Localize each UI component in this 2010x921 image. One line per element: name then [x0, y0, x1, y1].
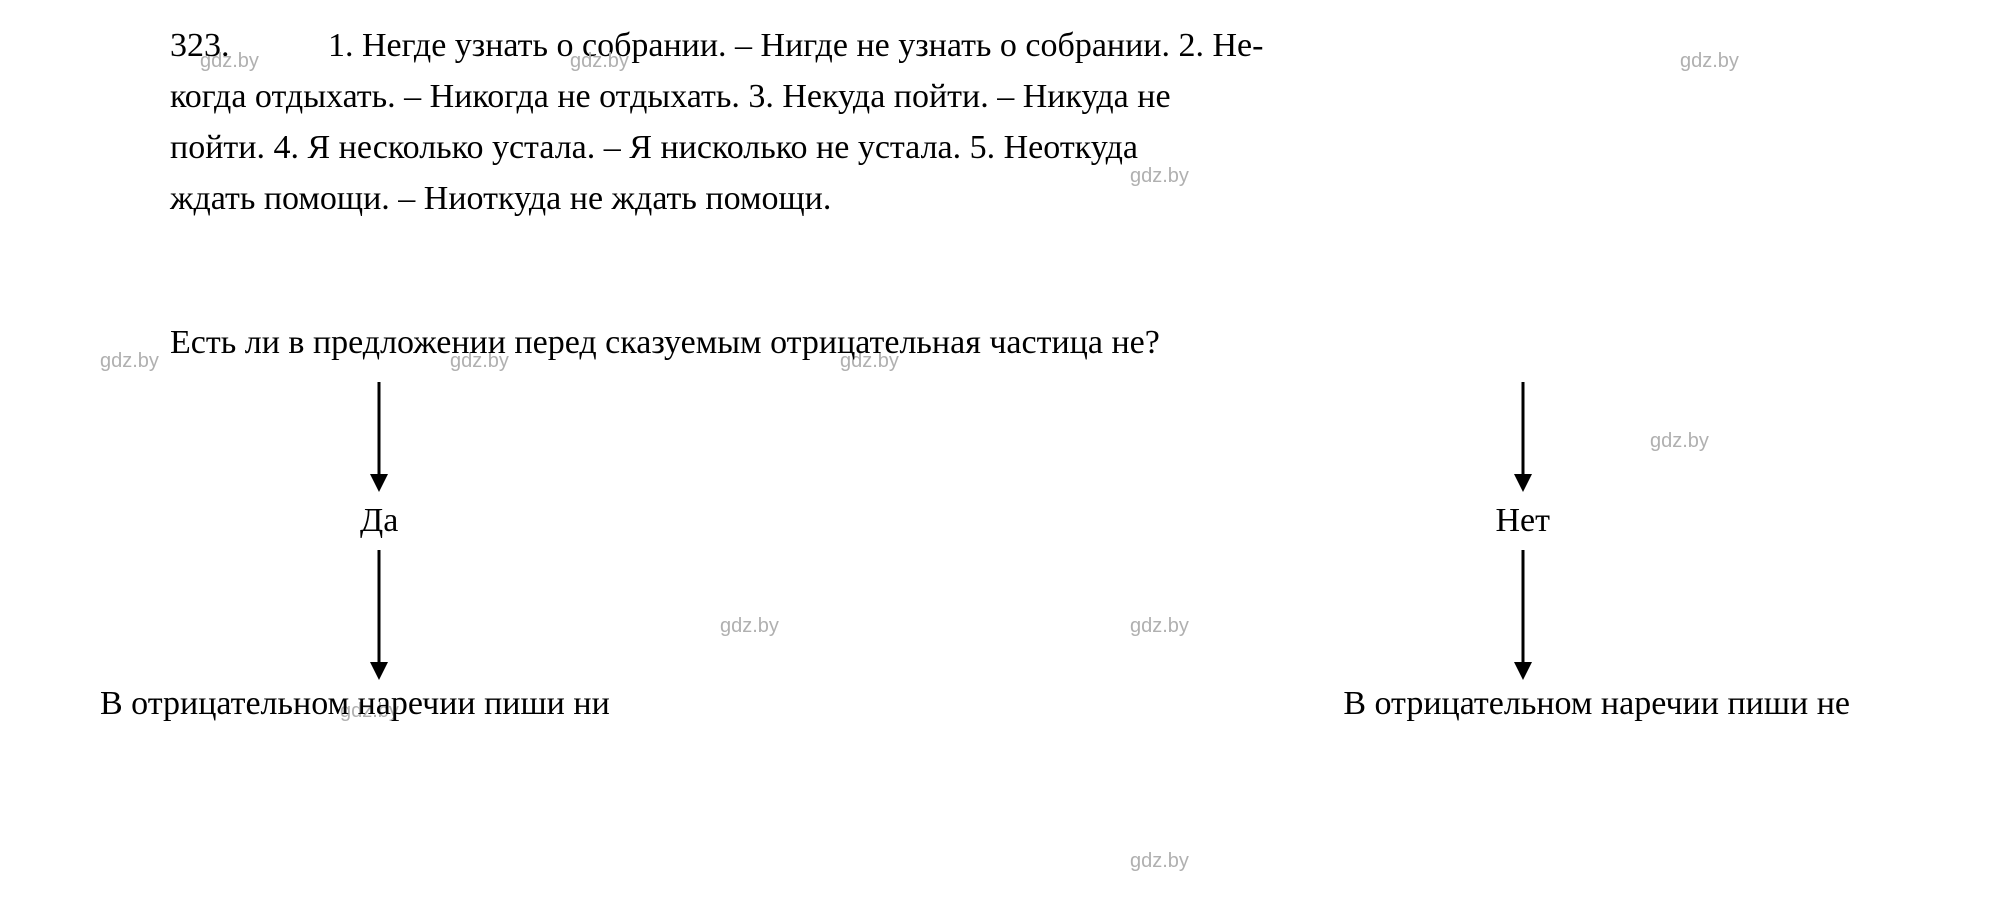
branch-yes: Да [360, 382, 398, 680]
arrow-down-icon [364, 550, 394, 680]
exercise-number: 323. [170, 27, 230, 64]
flowchart-conclusions: В отрицательном наречии пиши ни В отрица… [80, 685, 1930, 723]
exercise-line-1: 1. Негде узнать о собрании. – Нигде не у… [328, 27, 1263, 64]
arrow-down-icon [364, 382, 394, 492]
arrow-down-icon [1508, 382, 1538, 492]
no-label: Нет [1495, 502, 1550, 540]
exercise-line-4: ждать помощи. – Ниоткуда не ждать помощи… [170, 173, 1930, 224]
flowchart: Есть ли в предложении перед сказуемым от… [80, 324, 1930, 723]
exercise-line-2: когда отдыхать. – Никогда не отдыхать. 3… [170, 71, 1930, 122]
exercise-line-3: пойти. 4. Я несколько устала. – Я нискол… [170, 122, 1930, 173]
yes-label: Да [360, 502, 398, 540]
flowchart-branches: Да Нет [80, 382, 1930, 680]
flowchart-question: Есть ли в предложении перед сказуемым от… [170, 324, 1930, 362]
exercise-text: 323. 1. Негде узнать о собрании. – Нигде… [80, 20, 1930, 224]
no-conclusion: В отрицательном наречии пиши не [1343, 685, 1850, 723]
watermark-12: gdz.by [1130, 850, 1189, 873]
arrow-down-icon [1508, 550, 1538, 680]
yes-conclusion: В отрицательном наречии пиши ни [100, 685, 610, 723]
branch-no: Нет [1495, 382, 1550, 680]
